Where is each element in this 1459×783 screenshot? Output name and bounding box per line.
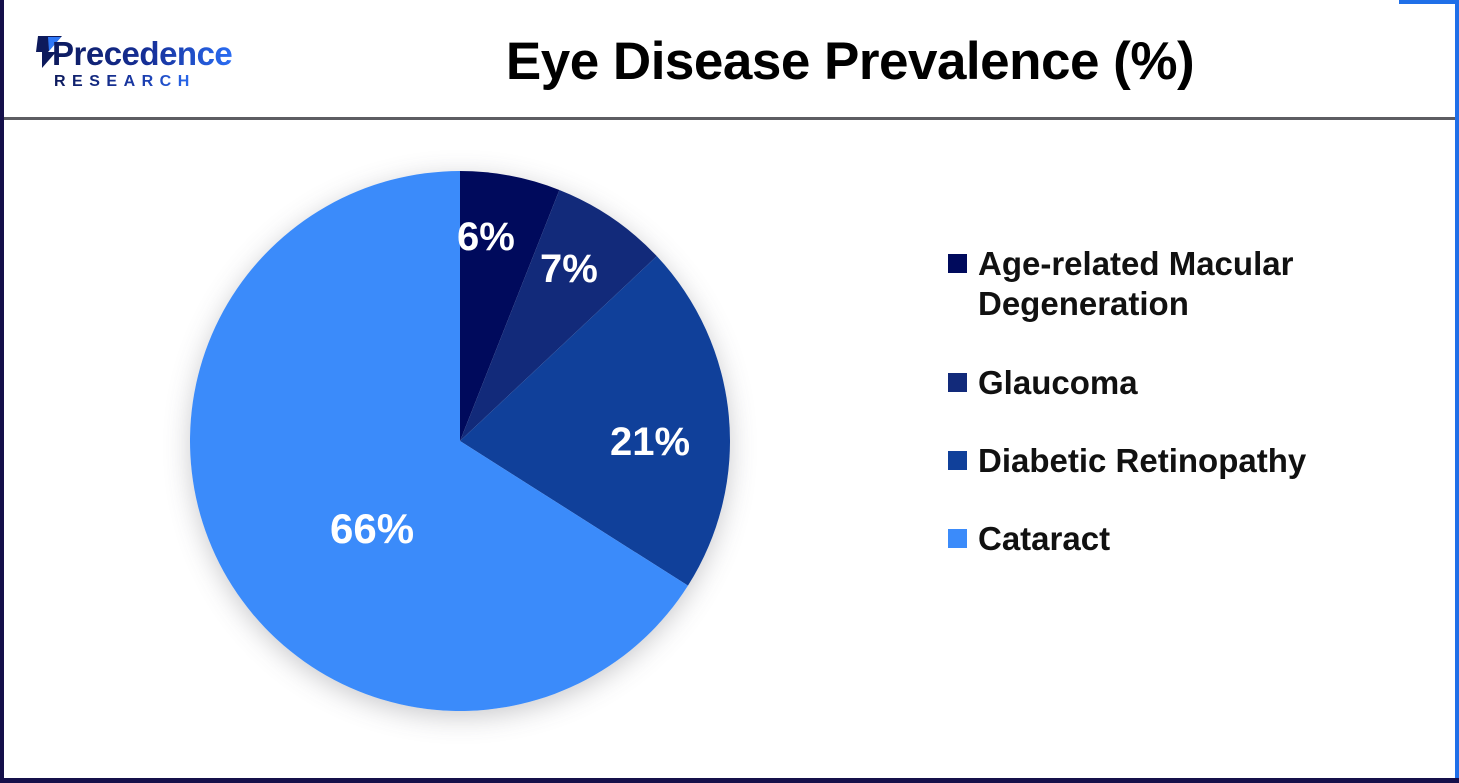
legend-item-glaucoma[interactable]: Glaucoma bbox=[948, 363, 1348, 403]
chart-header: Precedence RESEARCH Eye Disease Prevalen… bbox=[0, 0, 1459, 117]
svg-text:Precedence: Precedence bbox=[52, 35, 232, 72]
legend-label: Glaucoma bbox=[978, 363, 1138, 401]
pie-slices bbox=[190, 171, 730, 711]
frame-border-bottom bbox=[0, 778, 1459, 783]
pie-slice[interactable] bbox=[190, 171, 688, 711]
legend-label: Diabetic Retinopathy bbox=[978, 441, 1307, 479]
svg-text:RESEARCH: RESEARCH bbox=[54, 73, 196, 90]
legend-swatch-icon bbox=[948, 450, 967, 470]
plot-area: 6% 7% 21% 66% Age-related Macular Degene… bbox=[4, 120, 1455, 778]
chart-legend: Age-related Macular Degeneration Glaucom… bbox=[948, 244, 1348, 559]
legend-label: Age-related Macular Degeneration bbox=[978, 245, 1294, 323]
pie-slice[interactable] bbox=[460, 256, 730, 586]
legend-swatch-icon bbox=[948, 254, 967, 273]
pie-label-1: 7% bbox=[540, 247, 598, 291]
pie-label-3: 66% bbox=[330, 505, 415, 552]
legend-item-age-related-macular-degeneration[interactable]: Age-related Macular Degeneration bbox=[948, 244, 1348, 325]
page-title: Eye Disease Prevalence (%) bbox=[505, 32, 1195, 91]
precedence-research-logo: Precedence RESEARCH bbox=[32, 32, 272, 94]
legend-item-cataract[interactable]: Cataract bbox=[948, 519, 1348, 559]
legend-item-diabetic-retinopathy[interactable]: Diabetic Retinopathy bbox=[948, 441, 1348, 481]
frame-border-left bbox=[0, 0, 4, 783]
legend-label: Cataract bbox=[978, 520, 1111, 557]
pie-slice[interactable] bbox=[460, 189, 657, 441]
pie-chart: 6% 7% 21% 66% bbox=[190, 171, 730, 711]
pie-slice[interactable] bbox=[460, 171, 560, 441]
legend-swatch-icon bbox=[948, 372, 967, 392]
frame-border-right bbox=[1455, 0, 1459, 783]
legend-swatch-icon bbox=[948, 529, 967, 548]
pie-label-0: 6% bbox=[457, 215, 515, 259]
pie-label-2: 21% bbox=[610, 420, 691, 464]
frame-border-top bbox=[1399, 0, 1459, 4]
header-divider bbox=[4, 117, 1455, 120]
